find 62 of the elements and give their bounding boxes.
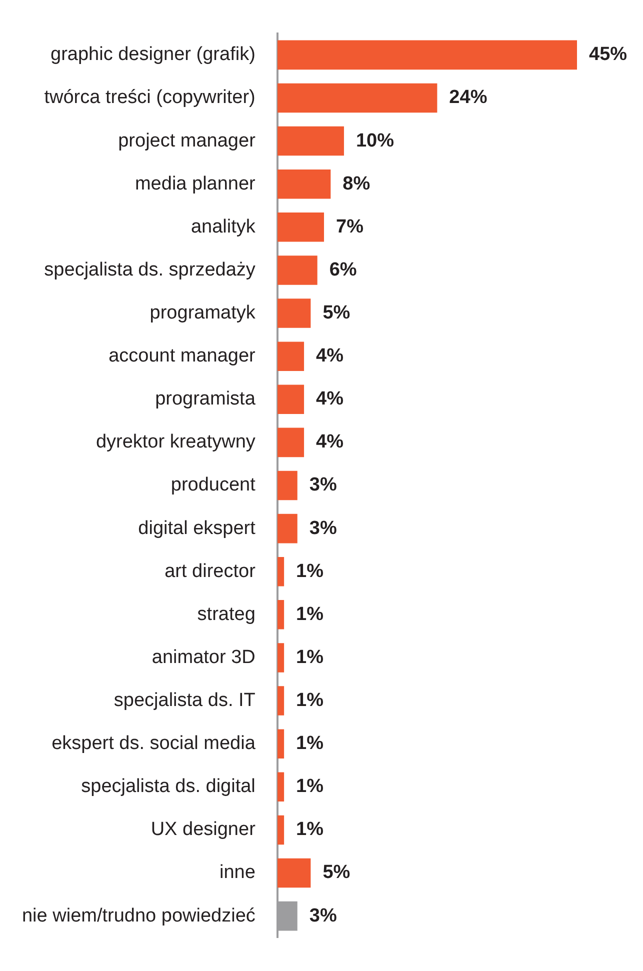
y-tick-label: programatyk [150,302,256,324]
bar [277,729,284,758]
y-tick-label: project manager [118,130,256,152]
y-tick-label: media planner [134,173,256,194]
data-label: 3% [309,518,337,539]
bar [277,212,324,242]
data-label: 3% [309,905,337,926]
y-tick-label: strateg [197,604,256,625]
data-label: 3% [309,474,337,496]
y-tick-label: specjalista ds. digital [81,776,256,798]
data-label: 5% [322,862,350,884]
bar [277,686,284,716]
data-label: 10% [356,130,394,152]
data-label: 24% [449,87,488,108]
y-tick-label: art director [164,560,256,582]
bar [277,342,304,371]
y-tick-label: animator 3D [152,646,256,668]
data-label: 4% [316,432,344,453]
bar [277,40,577,70]
bar [277,772,284,802]
y-tick-label: digital ekspert [138,518,256,539]
data-label: 4% [316,346,344,367]
data-label: 8% [342,173,370,194]
bar [277,169,331,199]
bar [277,256,318,285]
y-tick-label: account manager [108,346,256,367]
bar [277,298,311,328]
y-tick-label: inne [219,862,256,884]
y-tick-label: twórca treści (copywriter) [44,87,256,108]
y-tick-label: producent [170,474,256,496]
bar [277,428,304,458]
bar [277,600,284,630]
bar [277,556,284,586]
bar [277,470,298,500]
y-tick-label: nie wiem/trudno powiedzieć [22,905,256,926]
data-label: 1% [296,646,324,668]
data-label: 1% [296,776,324,798]
bar [277,643,284,672]
y-tick-label: dyrektor kreatywny [96,432,256,453]
data-label: 45% [589,44,628,66]
bar [277,514,298,544]
data-label: 1% [296,604,324,625]
data-label: 1% [296,819,324,840]
data-label: 6% [329,259,357,280]
y-tick-label: specjalista ds. sprzedaży [44,259,256,280]
data-label: 1% [296,560,324,582]
bar [277,126,344,156]
y-tick-label: specjalista ds. IT [114,690,256,712]
bar [277,83,438,113]
bar [277,815,284,845]
data-label: 1% [296,733,324,754]
bar [277,384,304,414]
bar [277,858,311,888]
data-label: 4% [316,388,344,410]
data-label: 7% [336,216,364,238]
y-tick-label: UX designer [150,819,256,840]
data-label: 1% [296,690,324,712]
y-tick-label: graphic designer (grafik) [50,44,256,66]
y-tick-label: programista [155,388,256,410]
y-tick-label: ekspert ds. social media [52,733,256,754]
data-label: 5% [322,302,350,324]
y-tick-label: analityk [190,216,256,238]
